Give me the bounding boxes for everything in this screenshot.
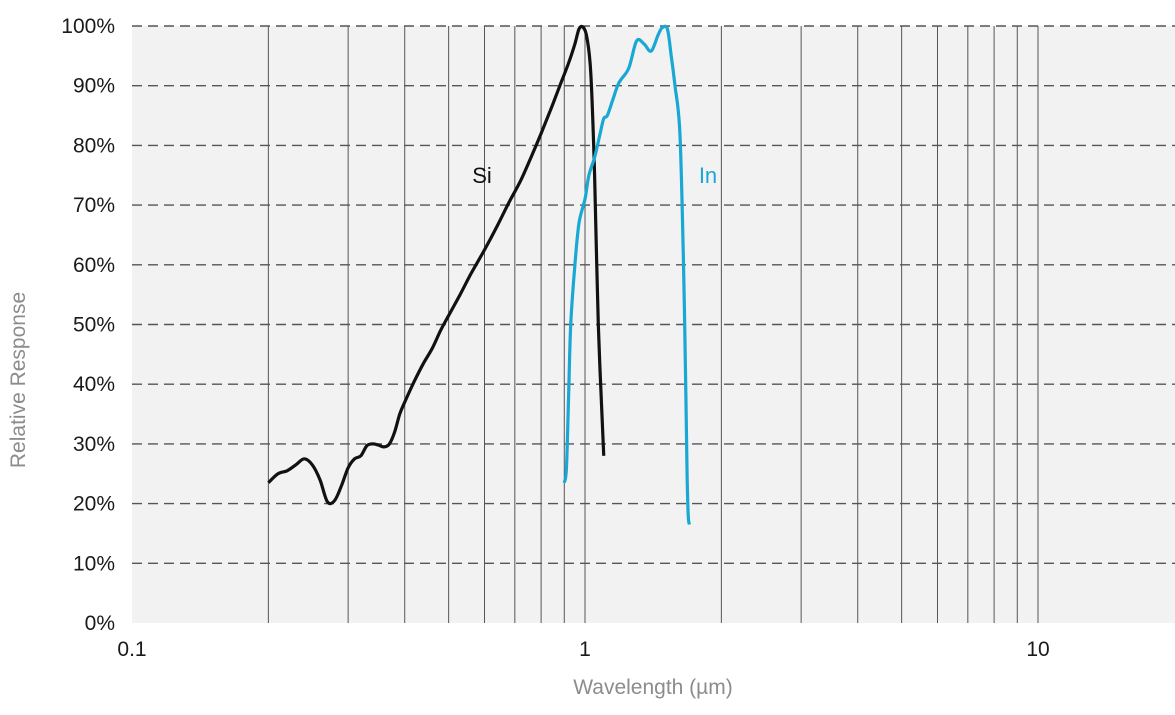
y-tick-label: 90%: [73, 75, 115, 98]
series-label-in: In: [699, 163, 717, 188]
series-layer: [267, 24, 691, 525]
y-tick-label: 0%: [85, 612, 115, 635]
y-tick-label: 10%: [73, 552, 115, 575]
series-line-in: [562, 24, 691, 525]
x-tick-label: 10: [1026, 638, 1049, 661]
y-tick-label: 50%: [73, 314, 115, 337]
x-tick-labels: 0.1 1 10: [117, 638, 1049, 661]
y-axis-title: Relative Response: [7, 292, 30, 468]
y-tick-label: 100%: [61, 15, 115, 38]
y-gridlines: [132, 25, 1175, 564]
x-tick-label: 0.1: [117, 638, 146, 661]
x-tick-label: 1: [579, 638, 591, 661]
y-tick-label: 80%: [73, 134, 115, 157]
y-tick-labels: 0% 10% 20% 30% 40% 50% 60% 70% 80% 90% 100%: [61, 15, 115, 635]
y-tick-label: 20%: [73, 493, 115, 516]
y-tick-label: 30%: [73, 433, 115, 456]
x-axis-title: Wavelength (µm): [573, 676, 733, 699]
series-line-si: [267, 24, 606, 506]
series-label-si: Si: [472, 163, 492, 188]
y-tick-label: 40%: [73, 373, 115, 396]
y-tick-label: 60%: [73, 254, 115, 277]
y-tick-label: 70%: [73, 194, 115, 217]
